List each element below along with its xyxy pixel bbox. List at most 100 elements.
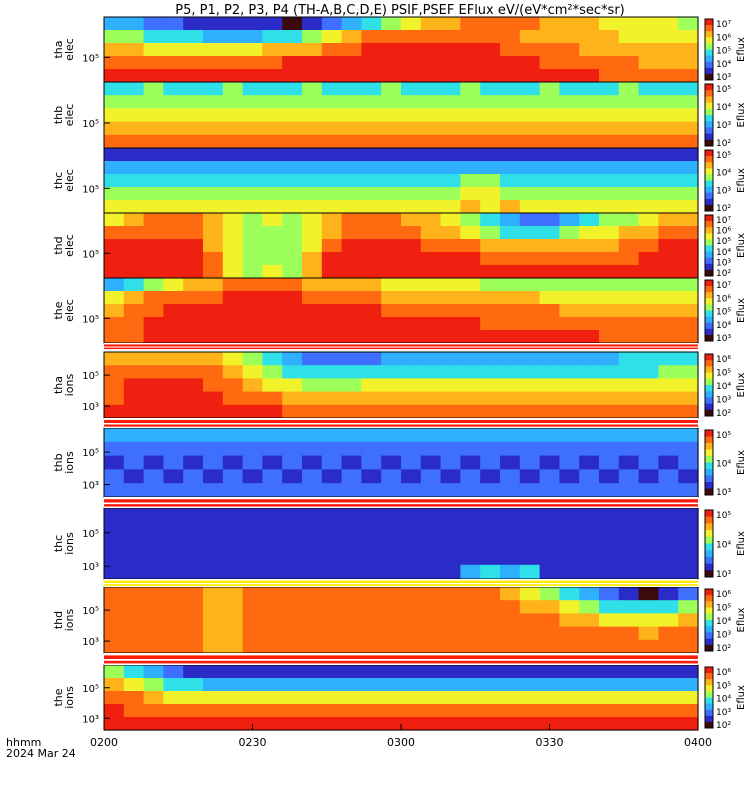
cell	[302, 378, 323, 393]
cell	[638, 317, 659, 331]
cell	[203, 95, 224, 109]
cell	[599, 30, 620, 44]
cell	[282, 148, 303, 162]
cell	[519, 134, 541, 149]
cell	[519, 550, 541, 566]
cell	[123, 613, 145, 628]
cell	[222, 600, 244, 614]
cell	[460, 365, 481, 379]
cell	[282, 550, 303, 566]
cell	[658, 17, 679, 31]
cell	[678, 239, 699, 253]
cell	[341, 564, 362, 580]
cell	[480, 17, 501, 31]
colorbar-tick: 10⁷	[716, 216, 731, 226]
cell	[222, 30, 244, 44]
cell	[262, 82, 283, 96]
colorbar-segment	[705, 601, 713, 609]
cell	[579, 441, 600, 457]
cell	[618, 704, 640, 718]
cell	[242, 56, 263, 70]
cell	[500, 717, 521, 731]
cell	[381, 352, 402, 366]
colorbar-segment	[705, 73, 713, 81]
cell	[361, 278, 382, 292]
cell	[401, 483, 422, 498]
cell	[678, 391, 699, 406]
cell	[282, 134, 303, 149]
cell	[341, 428, 362, 443]
cell	[163, 317, 184, 331]
cell	[143, 265, 164, 279]
cell	[500, 278, 521, 292]
cell	[480, 317, 501, 331]
colorbar-label: Eflux	[736, 233, 747, 258]
cell	[163, 508, 184, 523]
cell	[341, 213, 362, 227]
cell	[104, 704, 125, 718]
cell	[381, 483, 402, 498]
ylabel-thc-ions-1: ions	[63, 532, 76, 555]
colorbar-segment	[705, 55, 713, 63]
cell	[242, 30, 263, 44]
cell	[104, 441, 125, 457]
colorbar-segment	[705, 49, 713, 57]
cell	[519, 330, 541, 344]
cell	[203, 17, 224, 31]
cell	[203, 148, 224, 162]
cell	[203, 639, 224, 654]
cell	[559, 17, 580, 31]
cell	[440, 252, 461, 266]
xtick-label: 0300	[387, 736, 415, 749]
cell	[341, 187, 362, 201]
ytick-label: 10³	[82, 714, 99, 725]
ylabel-thb-elec-0: thb	[52, 106, 65, 124]
cell	[440, 600, 461, 614]
cell	[302, 239, 323, 253]
cell	[638, 691, 659, 705]
cell	[262, 428, 283, 443]
cell	[262, 95, 283, 109]
cell	[401, 522, 422, 537]
cell	[302, 564, 323, 580]
cell	[321, 587, 343, 601]
cell	[539, 213, 560, 227]
cell	[460, 508, 481, 523]
cell	[401, 317, 422, 331]
cell	[183, 536, 204, 552]
cell	[599, 174, 620, 188]
cell	[341, 239, 362, 253]
cell	[222, 317, 244, 331]
cell	[638, 265, 659, 279]
cell	[500, 455, 521, 470]
cell	[341, 717, 362, 731]
cell	[163, 148, 184, 162]
cell	[519, 95, 541, 109]
cell	[163, 378, 184, 393]
cell	[262, 469, 283, 484]
cell	[104, 330, 125, 344]
cell	[222, 330, 244, 344]
colorbar-tick: 10⁵	[716, 604, 731, 614]
cell	[559, 600, 580, 614]
colorbar-segment	[705, 543, 713, 551]
cell	[579, 43, 600, 57]
cell	[539, 30, 560, 44]
cell	[163, 613, 184, 628]
cell	[183, 69, 204, 83]
cell	[361, 378, 382, 393]
cell	[658, 200, 679, 214]
cell	[599, 378, 620, 393]
cell	[559, 587, 580, 601]
cell	[104, 522, 125, 537]
cell	[321, 265, 343, 279]
cell	[143, 600, 164, 614]
cell	[559, 226, 580, 240]
cell	[440, 455, 461, 470]
cell	[143, 226, 164, 240]
cell	[658, 213, 679, 227]
colorbar-segment	[705, 456, 713, 463]
colorbar-frame	[704, 18, 714, 81]
cell	[123, 483, 145, 498]
cell	[262, 69, 283, 83]
